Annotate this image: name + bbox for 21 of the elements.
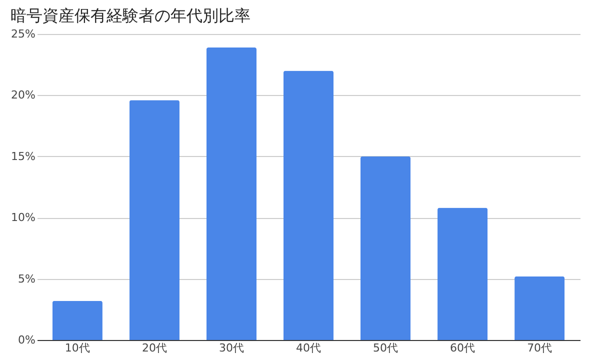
chart-title: 暗号資産保有経験者の年代別比率 [10,6,251,25]
x-tick-label: 60代 [450,342,476,354]
bar [360,156,411,340]
y-tick-label: 15% [11,150,36,163]
y-tick-label: 5% [18,272,36,286]
x-tick-label: 20代 [142,342,167,354]
bar [514,276,565,340]
x-tick-label: 50代 [373,342,398,354]
bar [206,47,257,340]
x-tick-label: 10代 [64,342,90,354]
x-tick-label: 30代 [218,342,244,354]
y-tick-label: 20% [11,88,36,102]
bar [129,100,180,340]
x-tick-label: 40代 [296,342,321,354]
y-tick-label: 25% [11,28,36,40]
bar [283,70,334,340]
bar [52,300,102,340]
bar [438,208,488,340]
y-tick-label: 0% [18,334,36,346]
x-tick-label: 70代 [527,342,552,354]
y-tick-label: 10% [11,211,36,224]
